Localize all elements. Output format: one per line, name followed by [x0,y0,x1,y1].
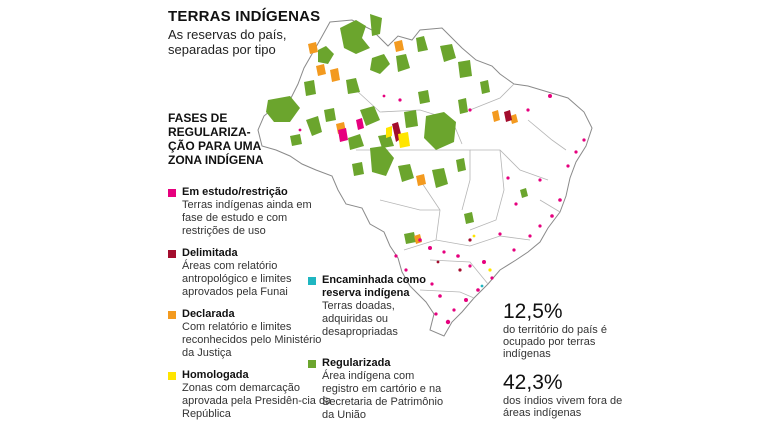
state-borders [355,83,567,299]
legend-label: Declarada [182,308,235,320]
page-subtitle: As reservas do país, separadas por tipo [168,27,287,57]
stat-value: 42,3% [503,371,563,394]
legend-item-encaminhada: Encaminhada como reserva indígena Terras… [308,274,468,338]
stat-territory: 12,5% do território do país é ocupado po… [503,300,613,360]
legend-desc: Terras doadas, adquiridas ou desapropria… [322,300,398,338]
swatch-teal [308,277,316,285]
legend-desc: Áreas com relatório antropológico e limi… [182,260,292,298]
legend-label: Em estudo/restrição [182,186,288,198]
legend-desc: Zonas com demarcação aprovada pela Presi… [182,382,332,420]
legend-label: Regularizada [322,357,391,369]
stat-indians: 42,3% dos índios vivem fora de áreas ind… [503,371,643,419]
legend-item-delimitada: Delimitada Áreas com relatório antropoló… [168,247,328,299]
swatch-yellow [168,372,176,380]
swatch-green [308,360,316,368]
swatch-orange [168,311,176,319]
legend-item-homologada: Homologada Zonas com demarcação aprovada… [168,369,331,421]
legend-desc: Terras indígenas ainda em fase de estudo… [182,199,312,237]
swatch-magenta [168,189,176,197]
legend-label: Delimitada [182,247,238,259]
legend-item-em-estudo: Em estudo/restrição Terras indígenas ain… [168,186,328,238]
country-outline [257,19,593,337]
em-estudo-areas [298,94,586,325]
encaminhada-areas [480,284,484,288]
page-title: TERRAS INDÍGENAS [168,8,321,25]
homologada-areas [386,126,492,272]
stat-value: 12,5% [503,300,563,323]
phases-heading: FASES DE REGULARIZA-ÇÃO PARA UMA ZONA IN… [168,111,264,167]
stat-text: do território do país é ocupado por terr… [503,324,607,360]
legend-item-declarada: Declarada Com relatório e limites reconh… [168,308,328,360]
legend-label: Homologada [182,369,249,381]
swatch-darkred [168,250,176,258]
legend-desc: Área indígena com registro em cartório e… [322,370,444,421]
stat-text: dos índios vivem fora de áreas indígenas [503,395,623,419]
legend-item-regularizada: Regularizada Área indígena com registro … [308,357,468,421]
legend-desc: Com relatório e limites reconhecidos pel… [182,321,322,359]
legend-label: Encaminhada como reserva indígena [322,274,426,299]
regularizada-areas [266,14,528,244]
